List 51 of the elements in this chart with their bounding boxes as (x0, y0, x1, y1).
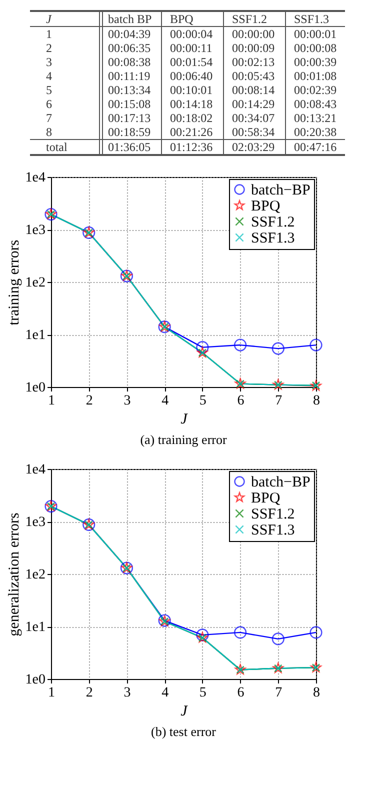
y-tick-label: 1e1 (25, 620, 46, 635)
legend-label: BPQ (251, 198, 280, 214)
text: 1 00:04:39 00:00:04 00:00:00 00:00:01 (30, 27, 345, 41)
x-axis-title: J (180, 412, 189, 428)
text: 5 00:13:34 00:10:01 00:08:14 00:02:39 (30, 83, 345, 97)
x-tick-label: 5 (199, 394, 206, 408)
text: 3 00:08:38 00:01:54 00:02:13 00:00:39 (30, 55, 345, 69)
y-tick-label: 1e3 (25, 223, 46, 238)
text: 8 00:18:59 00:21:26 00:58:34 00:20:38 (30, 125, 345, 139)
x-tick-label: 1 (48, 686, 55, 700)
x-tick-label: 7 (275, 686, 282, 700)
x-tick-label: 6 (237, 394, 244, 408)
text: 7 00:17:13 00:18:02 00:34:07 00:13:21 (30, 111, 345, 125)
text: 6 00:15:08 00:14:18 00:14:29 00:08:43 (30, 97, 345, 111)
y-tick-label: 1e1 (25, 328, 46, 343)
x-tick-label: 2 (86, 394, 93, 408)
y-tick-label: 1e4 (25, 170, 46, 186)
y-tick-label: 1e0 (25, 380, 46, 396)
legend-label: BPQ (251, 490, 280, 506)
text: (a) training error (140, 432, 228, 447)
x-tick-label: 8 (313, 686, 320, 700)
y-tick-label: 1e2 (25, 276, 46, 290)
legend-label: SSF1.3 (251, 230, 295, 246)
x-tick-label: 2 (86, 686, 93, 700)
legend-label: SSF1.2 (251, 506, 295, 522)
text: total 01:36:05 01:12:36 02:03:29 00:47:16 (30, 139, 345, 154)
x-tick-label: 6 (237, 686, 244, 700)
y-tick-label: 1e4 (25, 462, 46, 478)
category-label: batch BP BPQ SSF1.2 SSF1.3 (108, 12, 330, 26)
y-tick-label: 1e3 (25, 515, 46, 530)
x-tick-label: 4 (162, 394, 169, 408)
y-axis-title: generalization errors (6, 512, 22, 636)
x-axis-title: J (180, 704, 189, 720)
legend-label: batch−BP (251, 474, 310, 490)
text: 2 00:06:35 00:00:11 00:00:09 00:00:08 (30, 41, 345, 55)
legend-label: SSF1.3 (251, 522, 295, 538)
x-tick-label: 7 (275, 394, 282, 408)
x-tick-label: 3 (124, 394, 131, 408)
y-tick-label: 1e2 (25, 568, 46, 582)
text: 4 00:11:19 00:06:40 00:05:43 00:01:08 (30, 69, 345, 83)
y-axis-title: training errors (6, 240, 22, 326)
x-tick-label: 5 (199, 686, 206, 700)
y-tick-label: 1e0 (25, 672, 46, 688)
x-tick-label: 3 (124, 686, 131, 700)
x-tick-label: 8 (313, 394, 320, 408)
x-tick-label: 1 (48, 394, 55, 408)
text: (b) test error (151, 724, 217, 739)
x-tick-label: 4 (162, 686, 169, 700)
category-label: J (46, 12, 52, 26)
legend-label: SSF1.2 (251, 214, 295, 230)
legend-label: batch−BP (251, 182, 310, 198)
